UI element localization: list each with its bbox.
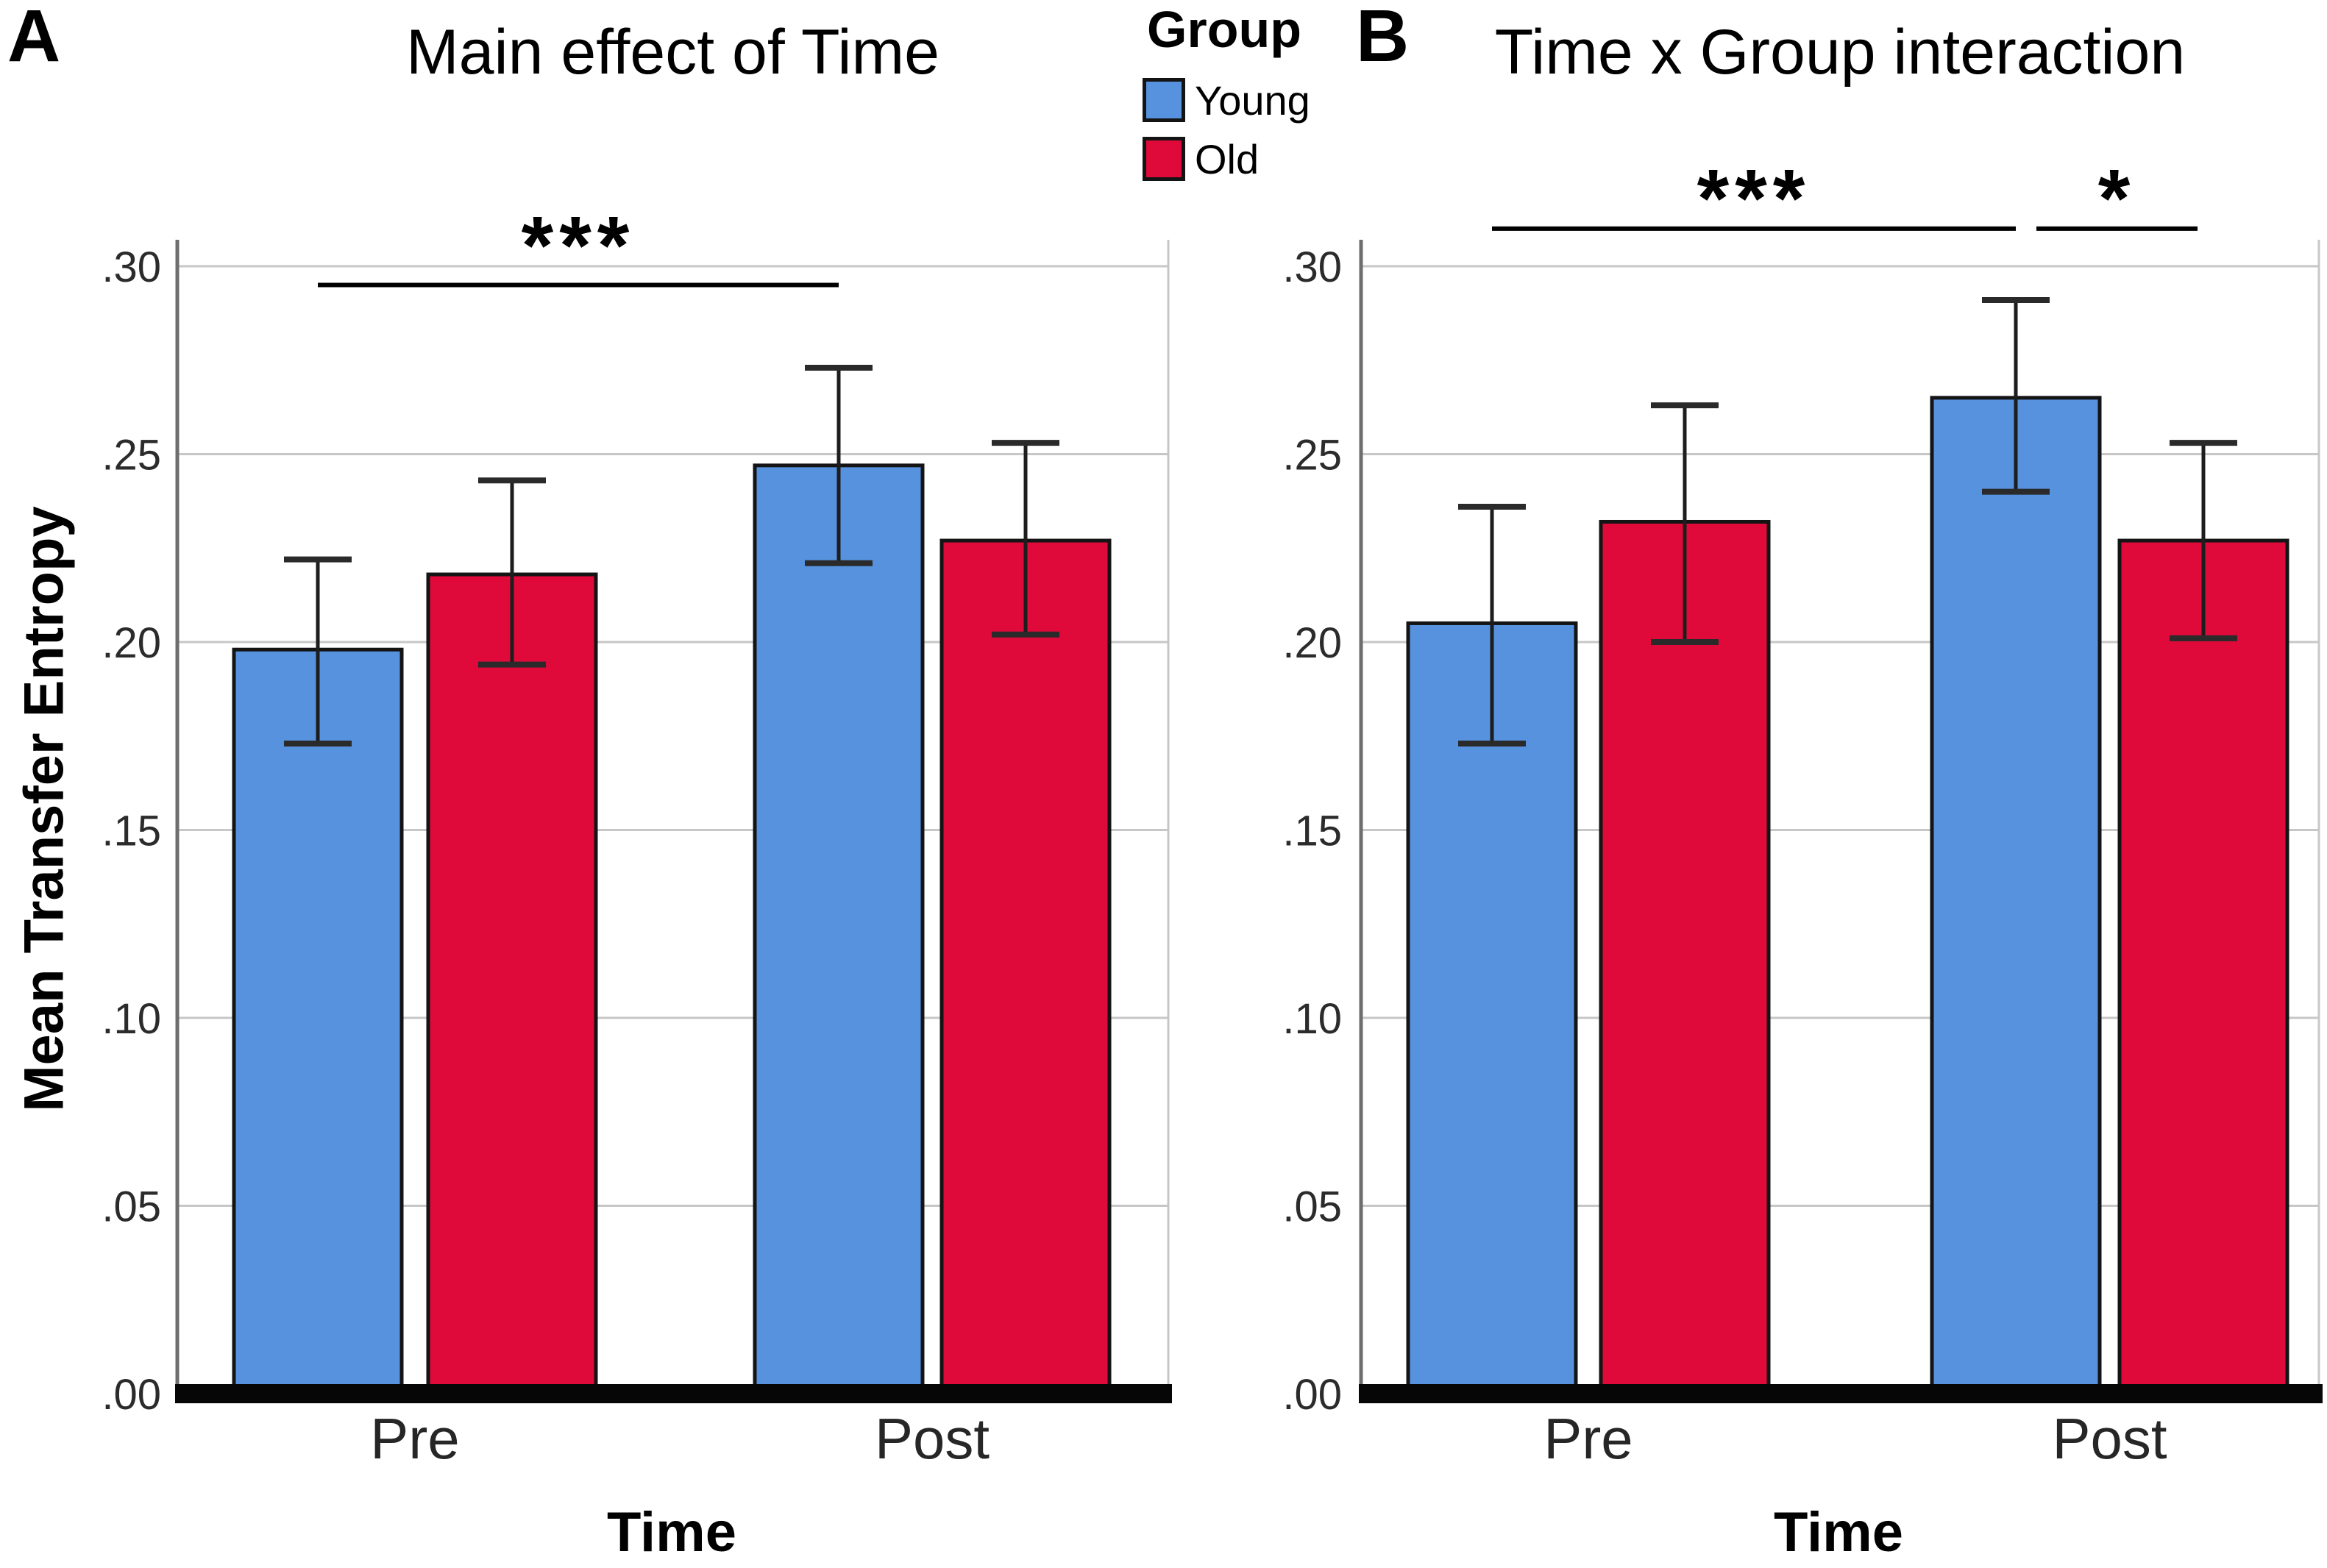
y-tick-label: .10: [102, 995, 161, 1043]
x-axis-line: [175, 1384, 1172, 1403]
x-axis-title-panel-a: Time: [606, 1501, 737, 1564]
legend-swatch-young: [1143, 78, 1185, 122]
y-tick-label: .10: [1282, 995, 1342, 1043]
y-tick-label: .05: [1282, 1183, 1342, 1231]
panel-a-title: Main effect of Time: [406, 17, 939, 88]
x-axis-line: [1359, 1384, 2323, 1403]
y-tick-label: .05: [102, 1183, 161, 1231]
panel-b-label: B: [1356, 0, 1410, 77]
y-tick-label: .00: [102, 1371, 161, 1419]
y-tick-label: .30: [102, 243, 161, 291]
x-axis-title-panel-b: Time: [1773, 1501, 1904, 1564]
significance-label: *: [2098, 153, 2136, 245]
bar-b-post-old: [2117, 538, 2289, 1396]
significance-label: ***: [522, 199, 636, 291]
legend-item-old: Old: [1143, 135, 1310, 182]
panel-a-label: A: [7, 0, 61, 77]
bar-a-post-young: [753, 463, 925, 1396]
y-tick-label: .15: [1282, 808, 1342, 855]
y-tick-label: .25: [1282, 432, 1342, 480]
y-tick-label: .00: [1282, 1371, 1342, 1419]
legend-label-young: Young: [1195, 76, 1310, 124]
significance-label: ***: [1697, 153, 1811, 245]
panel-b-title: Time x Group interaction: [1494, 17, 2186, 88]
bar-b-post-young: [1930, 396, 2102, 1396]
x-category-label: Post: [2052, 1406, 2167, 1471]
legend-swatch-old: [1143, 137, 1185, 181]
bar-a-post-old: [939, 538, 1112, 1396]
y-axis-title: Mean Transfer Entropy: [13, 506, 76, 1112]
bar-b-pre-young: [1406, 621, 1578, 1396]
bar-b-pre-old: [1599, 519, 1771, 1396]
x-category-label: Post: [875, 1406, 990, 1471]
y-tick-label: .15: [102, 808, 161, 855]
y-tick-label: .20: [1282, 619, 1342, 667]
x-category-label: Pre: [370, 1406, 459, 1471]
bar-a-pre-old: [426, 572, 598, 1396]
bar-a-pre-young: [232, 647, 404, 1396]
legend-item-young: Young: [1143, 76, 1310, 124]
legend-title: Group: [1147, 1, 1301, 58]
y-tick-label: .20: [102, 619, 161, 667]
y-tick-label: .30: [1282, 243, 1342, 291]
legend-label-old: Old: [1195, 135, 1260, 182]
y-tick-label: .25: [102, 432, 161, 480]
legend: Group Young Old: [1143, 0, 1310, 196]
x-category-label: Pre: [1543, 1406, 1633, 1471]
